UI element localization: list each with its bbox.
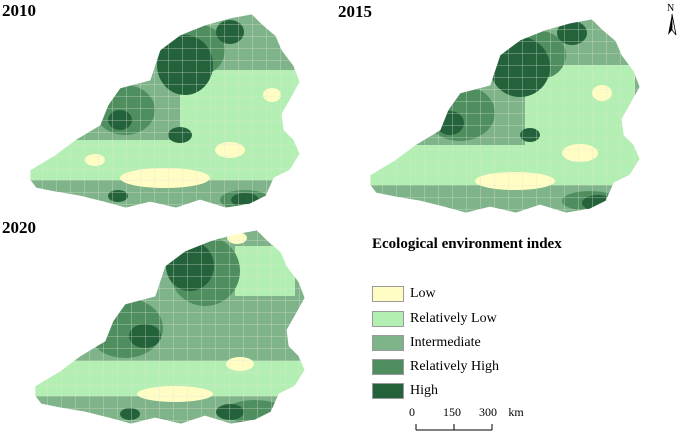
scale-unit: km [508,405,524,419]
legend-swatch [372,359,404,375]
legend-swatch [372,286,404,302]
scale-tick-300: 300 [479,405,497,419]
legend-title: Ecological environment index [372,236,562,252]
map-2010 [29,13,301,209]
legend-item-high: High [372,381,438,401]
legend-swatch [372,383,404,399]
north-label: N [667,3,674,14]
map-2020 [34,229,306,425]
legend-swatch [372,311,404,327]
legend-item-relatively-high: Relatively High [372,357,499,377]
scale-tick-0: 0 [409,405,415,419]
scale-tick-150: 150 [443,405,461,419]
map-year-2015: 2015 [338,2,372,21]
map-2015 [369,18,641,214]
legend-label: High [410,383,438,398]
legend-label: Relatively High [410,359,500,374]
map-year-2010: 2010 [2,1,36,20]
legend-label: Low [410,286,436,301]
legend-label: Intermediate [410,335,481,350]
map-year-2020: 2020 [2,218,36,237]
legend-item-intermediate: Intermediate [372,333,481,353]
legend-swatch [372,335,404,351]
legend-item-relatively-low: Relatively Low [372,309,497,329]
legend-item-low: Low [372,284,436,304]
north-arrow-icon: N [664,2,680,43]
legend-label: Relatively Low [410,311,497,326]
scale-bar: 0 150 300 km [408,402,528,437]
